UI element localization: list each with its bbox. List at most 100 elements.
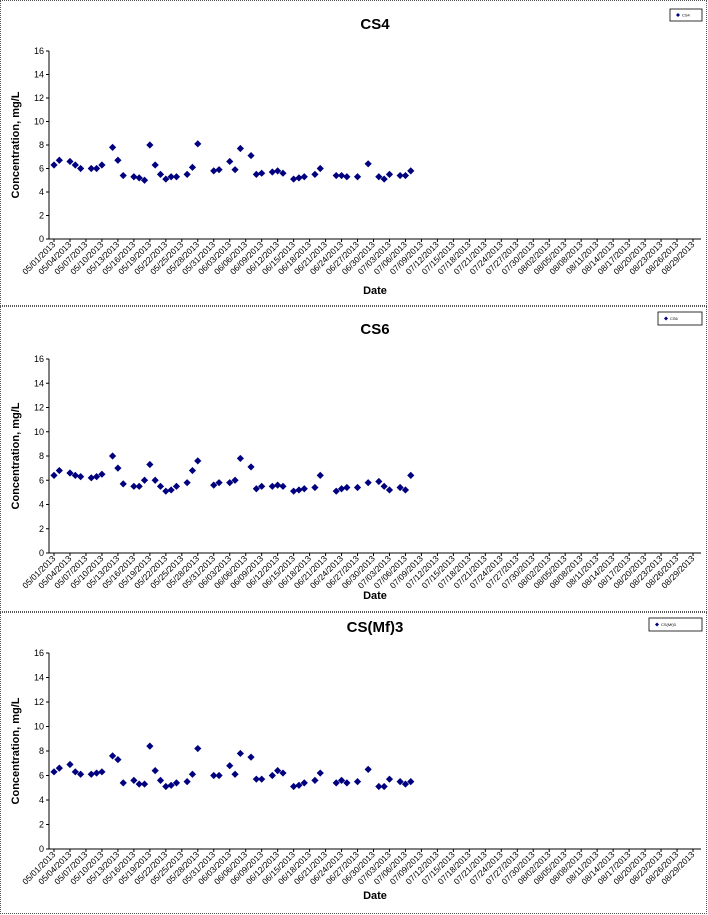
data-point (50, 471, 58, 479)
data-point (353, 173, 362, 181)
data-point (114, 156, 122, 164)
data-point (274, 481, 282, 489)
data-point (231, 770, 239, 778)
chart-svg-cs6: CS6CS6024681012141605/01/201305/04/20130… (10, 311, 703, 602)
y-tick-label: 16 (34, 648, 44, 658)
chart-title-csmf3: CS(Mf)3 (347, 619, 404, 636)
y-axis-label: Concentration, mg/L (10, 91, 22, 198)
data-point (119, 480, 127, 488)
legend-csmf3: CS(Mf)3 (648, 617, 703, 632)
data-point (188, 466, 197, 475)
data-point (407, 471, 415, 479)
data-point (188, 770, 197, 778)
data-point (162, 175, 170, 183)
data-point (311, 170, 319, 178)
data-point (268, 771, 276, 780)
data-point (77, 164, 85, 173)
data-point (274, 767, 282, 775)
data-point (295, 486, 303, 494)
data-point (130, 173, 138, 181)
chart-svg-csmf3: CS(Mf)3 CS(Mf)3024681012141605/01/201305/… (10, 617, 703, 902)
data-point (300, 173, 308, 181)
data-point (210, 771, 218, 780)
data-point (258, 169, 266, 177)
data-point (87, 164, 95, 173)
data-point (364, 160, 372, 168)
data-point (226, 479, 234, 487)
data-point (130, 776, 138, 784)
data-point (183, 479, 191, 487)
data-point (146, 141, 154, 149)
legend-marker-icon (676, 13, 680, 17)
legend-box (648, 617, 703, 632)
data-point (87, 770, 95, 778)
data-point (375, 173, 383, 181)
x-axis-label: Date (363, 890, 387, 902)
data-point (108, 452, 117, 460)
data-point (108, 143, 117, 151)
chart-panel-csmf3: CS(Mf)3 CS(Mf)3 0 2 4 6 8 10 12 14 16 05/01/2013 05/… (0, 612, 707, 914)
data-point (146, 460, 154, 469)
data-point (151, 767, 159, 775)
data-point (172, 173, 181, 181)
legend-cs4: CS4 (669, 8, 703, 22)
data-point (93, 473, 101, 481)
y-tick-label: 16 (34, 354, 44, 364)
data-point (151, 161, 159, 169)
data-point (77, 770, 85, 778)
data-point (316, 769, 324, 777)
data-point (156, 482, 165, 490)
data-point (226, 157, 234, 166)
chart-panel-cs6: CS6 CS6 0 2 4 6 8 10 12 14 16 05/01/2013 05/04/2013 0… (0, 306, 707, 612)
data-point (119, 171, 127, 180)
data-point (332, 779, 340, 787)
legend-label: CS(Mf)3 (661, 622, 677, 627)
y-tick-label: 10 (34, 427, 44, 437)
data-point (119, 779, 127, 787)
data-point (364, 765, 372, 773)
data-point (55, 156, 63, 164)
data-point (290, 175, 298, 183)
data-point (236, 749, 244, 758)
data-point (385, 486, 394, 494)
y-tick-label: 12 (34, 697, 44, 707)
data-point (279, 482, 287, 490)
data-point (135, 482, 143, 490)
data-point (300, 779, 308, 787)
data-point (162, 782, 170, 791)
y-tick-label: 14 (34, 673, 44, 683)
data-point (188, 163, 197, 171)
data-point (135, 174, 143, 182)
data-point (215, 479, 223, 487)
data-point (183, 778, 191, 786)
legend-marker-icon (655, 622, 659, 627)
data-point (247, 151, 255, 160)
data-point (108, 752, 117, 760)
data-point (385, 775, 394, 783)
data-point (71, 768, 79, 776)
data-point (87, 474, 95, 482)
y-tick-label: 14 (34, 378, 44, 388)
y-tick-label: 4 (39, 187, 44, 197)
data-point (290, 782, 298, 791)
data-point (156, 776, 165, 784)
data-point (210, 167, 218, 175)
data-point (66, 760, 74, 769)
data-point (380, 482, 388, 490)
data-point (135, 780, 143, 788)
data-point (274, 167, 282, 175)
y-axis-label: Concentration, mg/L (10, 697, 22, 804)
legend-box (669, 8, 703, 22)
data-point (396, 171, 404, 180)
data-point (215, 771, 223, 780)
chart-panel-cs4: CS4 CS4 0 2 4 6 8 10 12 14 16 05/01/2013 05/04/2013 0… (0, 0, 707, 306)
y-tick-label: 0 (39, 844, 44, 854)
data-point (343, 173, 351, 181)
data-point (290, 487, 298, 495)
data-point (93, 769, 101, 777)
data-point (268, 482, 276, 490)
data-point (151, 476, 159, 484)
data-point (247, 463, 255, 471)
data-point (311, 483, 319, 492)
data-point (247, 753, 255, 761)
